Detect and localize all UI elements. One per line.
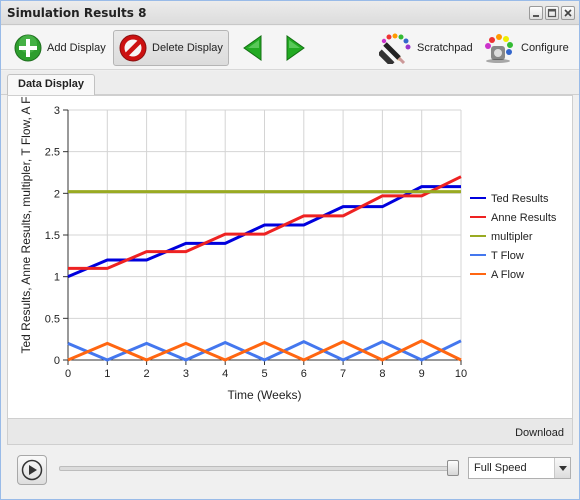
play-icon [21, 459, 43, 481]
add-display-button[interactable]: Add Display [9, 30, 110, 66]
x-tick-label: 10 [455, 368, 467, 380]
time-slider-track[interactable] [59, 466, 459, 471]
y-tick-label: 0.5 [45, 313, 60, 325]
tab-strip: Data Display [1, 71, 579, 95]
maximize-icon [547, 8, 557, 18]
x-tick-label: 1 [104, 368, 110, 380]
legend-label: A Flow [491, 269, 524, 281]
delete-display-button[interactable]: Delete Display [113, 30, 229, 66]
legend-label: Ted Results [491, 193, 549, 205]
download-link[interactable]: Download [515, 427, 564, 439]
x-tick-label: 3 [183, 368, 189, 380]
play-button[interactable] [17, 455, 47, 485]
add-icon [14, 34, 42, 62]
speed-value: Full Speed [474, 462, 527, 474]
series-line-a-flow [67, 339, 462, 362]
tab-data-display[interactable]: Data Display [7, 74, 96, 95]
delete-icon [119, 34, 147, 62]
legend-label: T Flow [491, 250, 524, 262]
configure-label: Configure [521, 42, 569, 54]
x-tick-label: 5 [261, 368, 267, 380]
series-line-ted-results [67, 185, 461, 279]
x-tick-label: 8 [379, 368, 385, 380]
x-tick-label: 6 [301, 368, 307, 380]
speed-select[interactable]: Full Speed [468, 457, 571, 479]
y-tick-label: 2 [54, 188, 60, 200]
add-display-label: Add Display [47, 42, 106, 54]
series-line-t-flow [67, 339, 462, 362]
right-arrow-icon [286, 35, 305, 61]
x-tick-label: 9 [419, 368, 425, 380]
speed-dropdown-arrow[interactable] [554, 458, 570, 478]
maximize-button[interactable] [545, 6, 559, 20]
chevron-down-icon [558, 466, 567, 471]
close-icon [564, 9, 572, 17]
data-display-panel: 0 1 2 3 4 5 6 7 8 9 10 0 0.5 1 1.5 2 2.5 3 Time (Weeks) Ted… [7, 95, 573, 419]
configure-button[interactable]: Configure [479, 30, 573, 66]
minimize-icon [533, 15, 539, 17]
configure-icon [485, 34, 513, 63]
title-bar[interactable]: Simulation Results 8 [1, 1, 579, 25]
left-arrow-icon [243, 35, 262, 61]
previous-button[interactable] [237, 30, 269, 66]
x-tick-label: 4 [222, 368, 228, 380]
time-slider-thumb[interactable] [447, 460, 459, 476]
scratchpad-icon [379, 33, 411, 64]
panel-footer: Download [7, 419, 573, 445]
scratchpad-button[interactable]: Scratchpad [375, 30, 477, 66]
y-tick-label: 1 [54, 272, 60, 284]
y-tick-label: 2.5 [45, 147, 60, 159]
y-tick-label: 0 [54, 355, 60, 367]
legend-label: Anne Results [491, 212, 557, 224]
series-line-anne-results [68, 175, 462, 270]
next-button[interactable] [279, 30, 311, 66]
x-tick-label: 7 [340, 368, 346, 380]
close-button[interactable] [561, 6, 575, 20]
playback-controls: Full Speed [1, 447, 579, 499]
x-axis-label: Time (Weeks) [227, 388, 301, 402]
toolbar: Add Display Delete Display [1, 26, 579, 70]
x-tick-label: 2 [144, 368, 150, 380]
delete-display-label: Delete Display [152, 42, 223, 54]
results-chart: 0 1 2 3 4 5 6 7 8 9 10 0 0.5 1 1.5 2 2.5 3 Time (Weeks) Ted… [19, 96, 557, 402]
x-tick-label: 0 [65, 368, 71, 380]
y-axis-label: Ted Results, Anne Results, multipler, T … [19, 96, 33, 353]
window-title: Simulation Results 8 [7, 6, 147, 20]
scratchpad-label: Scratchpad [417, 42, 473, 54]
legend-label: multipler [491, 231, 533, 243]
y-tick-label: 3 [54, 105, 60, 117]
minimize-button[interactable] [529, 6, 543, 20]
y-tick-label: 1.5 [45, 230, 60, 242]
